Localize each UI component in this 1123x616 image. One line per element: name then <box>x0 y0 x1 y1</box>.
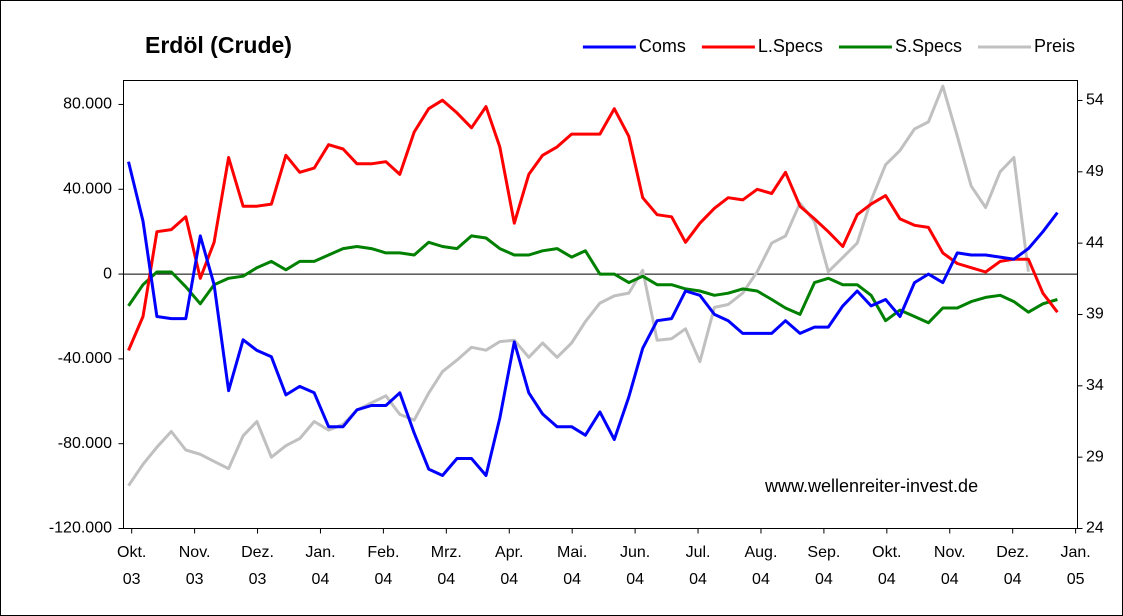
x-tick-label: Mrz. 04 <box>430 544 462 588</box>
y2-tick-label: 49 <box>1086 163 1104 180</box>
x-tick-label: Aug. 04 <box>744 544 778 588</box>
y-tick-label: -80.000 <box>58 435 112 452</box>
x-tick-label: Jan. 05 <box>1060 544 1091 588</box>
y2-tick-label: 39 <box>1086 306 1104 323</box>
x-tick-label: Sep. 04 <box>807 544 841 588</box>
y2-tick-label: 24 <box>1086 520 1104 537</box>
x-tick-label: Dez. 04 <box>996 544 1030 588</box>
y2-tick-label: 34 <box>1086 377 1104 394</box>
chart-title: Erdöl (Crude) <box>145 32 292 58</box>
x-tick-label: Jun. 04 <box>619 544 651 588</box>
series-line <box>127 84 1030 487</box>
annotation: www.wellenreiter-invest.de <box>764 476 978 496</box>
y-tick-label: -40.000 <box>58 350 112 367</box>
x-tick-label: Okt. 03 <box>117 544 147 588</box>
x-tick-label: Jul. 04 <box>685 544 711 588</box>
series-line <box>127 161 1059 477</box>
y-tick-label: 40.000 <box>63 180 112 197</box>
legend-label: S.Specs <box>895 36 962 56</box>
x-tick-label: Mai. 04 <box>557 544 588 588</box>
legend-label: Preis <box>1034 36 1075 56</box>
y-tick-label: 0 <box>103 265 112 282</box>
x-tick-label: Jan. 04 <box>305 544 336 588</box>
y-tick-label: -120.000 <box>49 520 112 537</box>
x-tick-label: Dez. 03 <box>241 544 274 588</box>
y2-tick-label: 29 <box>1086 448 1104 465</box>
legend-label: Coms <box>639 36 686 56</box>
y-tick-label: 80.000 <box>63 96 112 113</box>
x-tick-label: Apr. 04 <box>495 544 524 588</box>
series-line <box>127 98 1059 351</box>
legend-label: L.Specs <box>758 36 823 56</box>
x-tick-label: Nov. 03 <box>178 544 211 588</box>
y2-tick-label: 44 <box>1086 234 1104 251</box>
y2-tick-label: 54 <box>1086 92 1104 109</box>
plot-area <box>123 80 1078 529</box>
x-tick-label: Feb. 04 <box>367 544 400 588</box>
x-tick-label: Okt. 04 <box>872 544 902 588</box>
x-tick-label: Nov. 04 <box>933 544 966 588</box>
